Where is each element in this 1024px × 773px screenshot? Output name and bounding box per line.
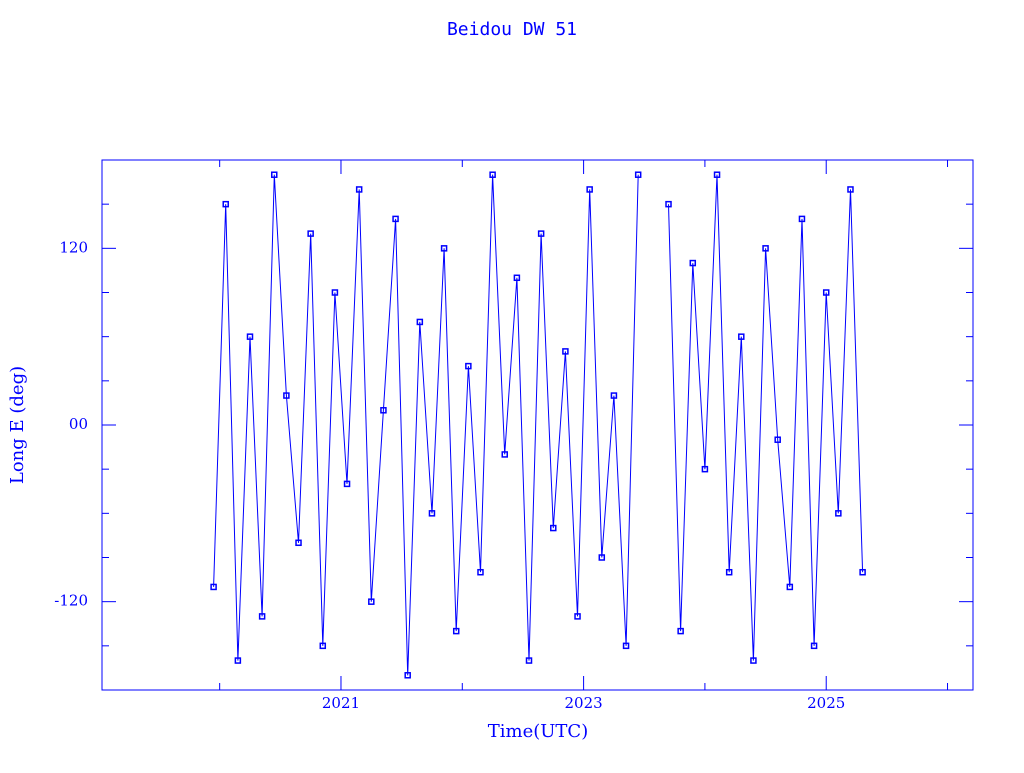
data-marker <box>295 539 302 547</box>
data-line <box>213 174 864 676</box>
data-marker <box>246 333 254 340</box>
data-marker <box>798 215 806 223</box>
data-marker <box>258 613 266 620</box>
data-marker <box>701 465 709 473</box>
data-marker <box>677 627 684 635</box>
data-marker <box>368 598 375 605</box>
data-marker <box>319 642 327 650</box>
data-marker <box>525 657 533 664</box>
data-marker <box>501 451 508 458</box>
data-marker <box>574 613 581 620</box>
data-marker <box>634 171 642 178</box>
data-marker <box>835 510 842 517</box>
y-tick-label: 120 <box>59 238 88 256</box>
x-axis-label: Time(UTC) <box>488 721 588 742</box>
data-marker <box>513 274 521 282</box>
data-marker <box>355 186 363 193</box>
data-marker <box>271 171 278 178</box>
plot-frame <box>101 159 974 691</box>
data-marker <box>452 627 460 635</box>
data-marker <box>665 200 672 208</box>
y-tick-label: 00 <box>69 415 88 433</box>
data-marker <box>598 554 606 561</box>
x-tick-label: 2021 <box>322 694 360 712</box>
data-marker <box>537 230 545 237</box>
data-marker <box>331 289 339 296</box>
data-marker <box>465 362 472 370</box>
data-marker <box>586 186 593 193</box>
y-tick-label: -120 <box>54 592 88 610</box>
data-marker <box>750 657 757 664</box>
data-marker <box>404 672 411 679</box>
data-marker <box>786 583 794 591</box>
data-marker <box>847 186 854 193</box>
data-marker <box>562 348 569 355</box>
data-marker <box>489 171 496 178</box>
data-marker <box>713 171 721 178</box>
x-tick-label: 2023 <box>565 694 603 712</box>
data-marker <box>428 510 436 517</box>
data-marker <box>725 568 733 576</box>
x-tick-label: 2025 <box>807 694 845 712</box>
data-marker <box>477 568 484 576</box>
data-marker <box>622 642 630 650</box>
data-marker <box>810 642 818 650</box>
data-marker <box>343 480 351 488</box>
data-marker <box>822 289 830 296</box>
data-marker <box>380 407 387 414</box>
data-marker <box>234 657 242 664</box>
data-marker <box>762 245 769 252</box>
data-marker <box>440 245 448 252</box>
data-marker <box>550 524 557 532</box>
data-marker <box>392 215 399 223</box>
data-marker <box>610 392 618 399</box>
data-marker <box>859 568 866 576</box>
data-marker <box>689 259 697 267</box>
data-marker <box>210 583 217 591</box>
chart-title: Beidou DW 51 <box>447 19 577 40</box>
data-marker <box>738 333 745 340</box>
y-axis-label: Long E (deg) <box>7 366 28 484</box>
data-marker <box>283 392 290 399</box>
data-marker <box>307 230 314 237</box>
data-marker <box>416 318 424 326</box>
data-marker <box>774 436 781 443</box>
data-marker <box>222 200 229 208</box>
